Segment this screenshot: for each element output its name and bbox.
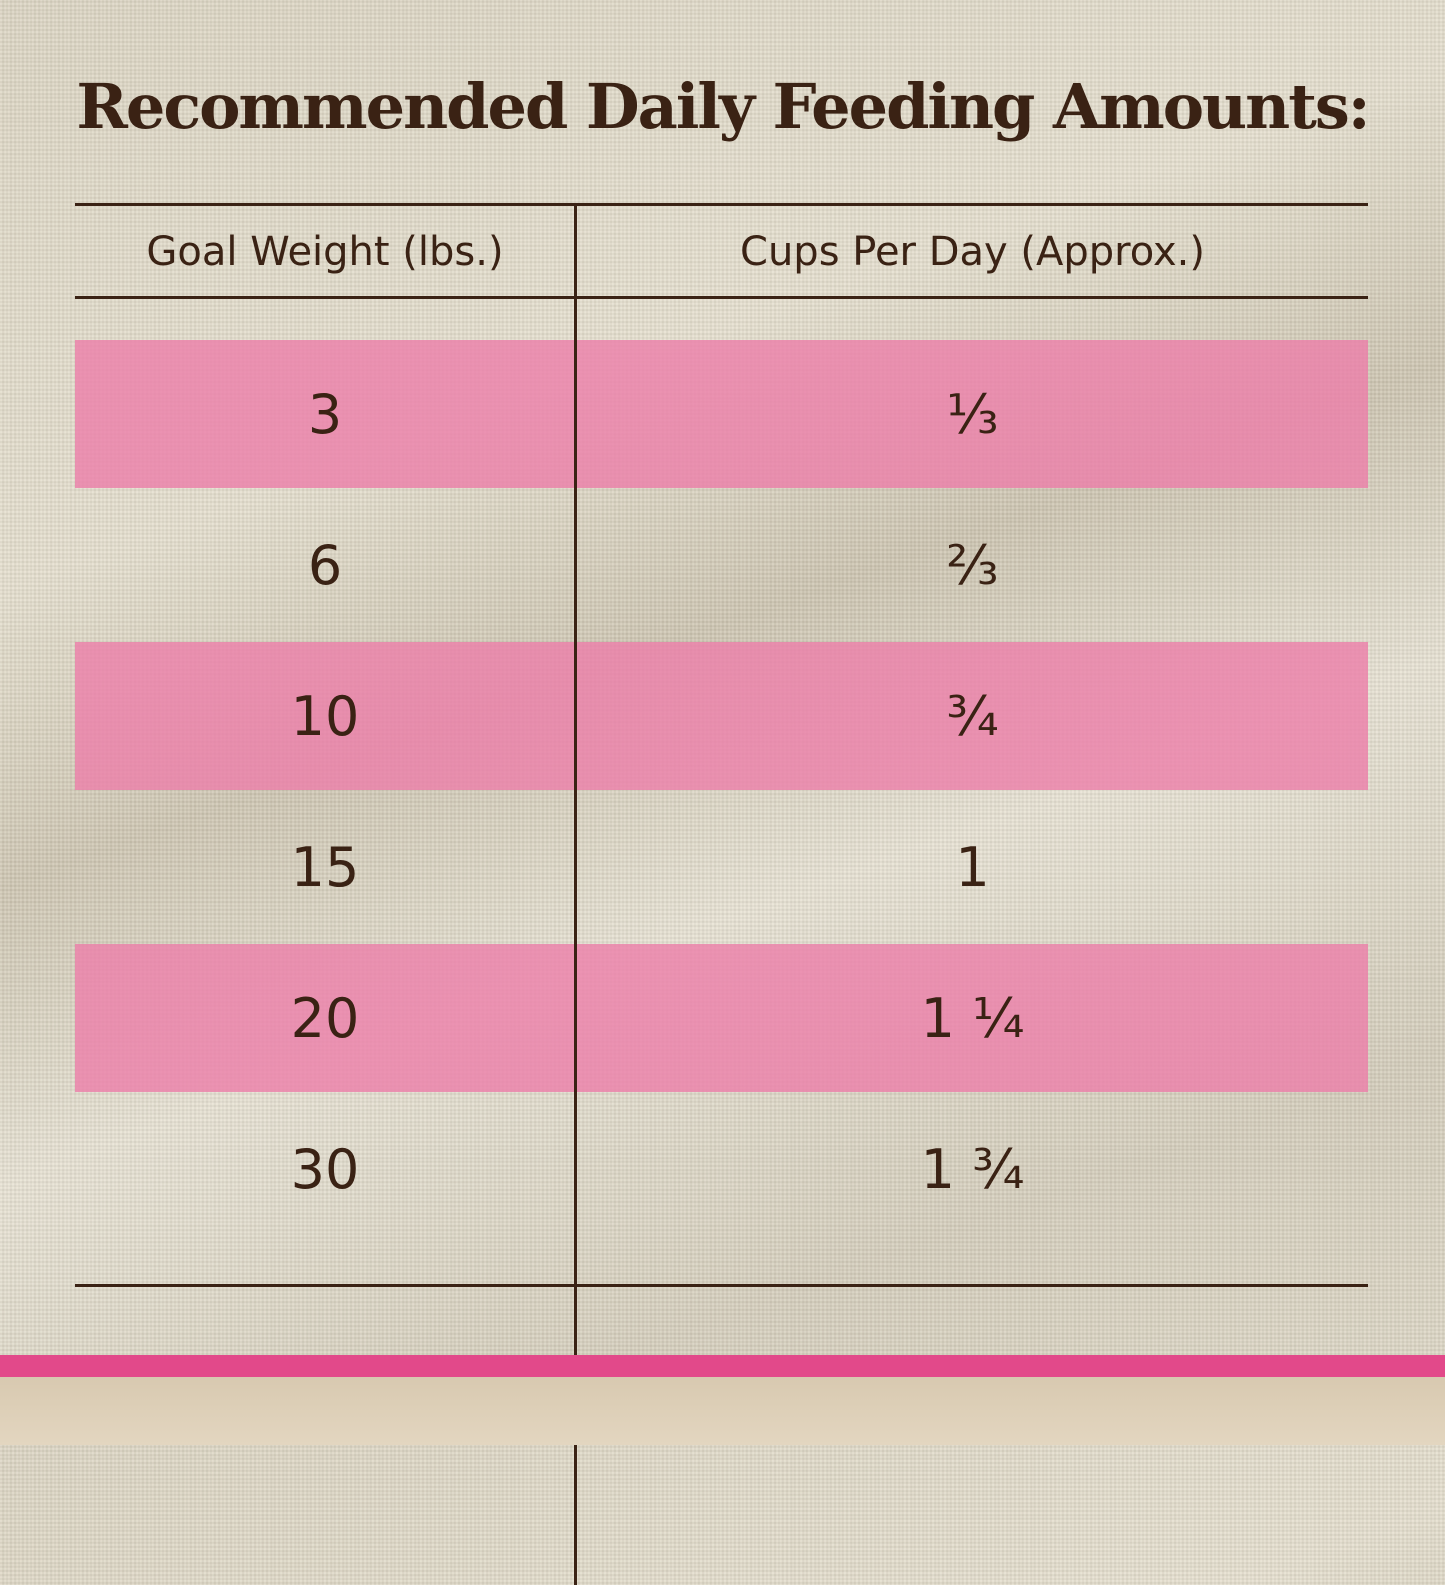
weight-cell: 30 xyxy=(290,1138,360,1201)
header-rule xyxy=(75,296,1368,299)
row-band xyxy=(75,642,1368,790)
weight-cell: 10 xyxy=(290,685,360,748)
cups-cell: ¾ xyxy=(946,685,999,748)
cups-cell: 1 ¼ xyxy=(920,987,1025,1050)
cups-cell: 1 xyxy=(955,836,990,899)
weight-cell: 20 xyxy=(290,987,360,1050)
cups-cell: ⅓ xyxy=(946,383,999,446)
footer-texture xyxy=(0,1377,1445,1445)
title: Recommended Daily Feeding Amounts: xyxy=(76,70,1370,143)
row-band xyxy=(75,944,1368,1092)
row-band xyxy=(75,340,1368,488)
weight-cell: 6 xyxy=(307,534,343,597)
cups-cell: ⅔ xyxy=(946,534,999,597)
table-top-rule xyxy=(75,203,1368,206)
column-header: Goal Weight (lbs.) xyxy=(146,229,504,275)
weight-cell: 3 xyxy=(307,383,343,446)
cups-cell: 1 ¾ xyxy=(920,1138,1025,1201)
table-bottom-rule xyxy=(75,1284,1368,1287)
column-header: Cups Per Day (Approx.) xyxy=(740,229,1205,275)
column-divider xyxy=(574,205,577,1585)
accent-stripe xyxy=(0,1355,1445,1377)
weight-cell: 15 xyxy=(290,836,360,899)
